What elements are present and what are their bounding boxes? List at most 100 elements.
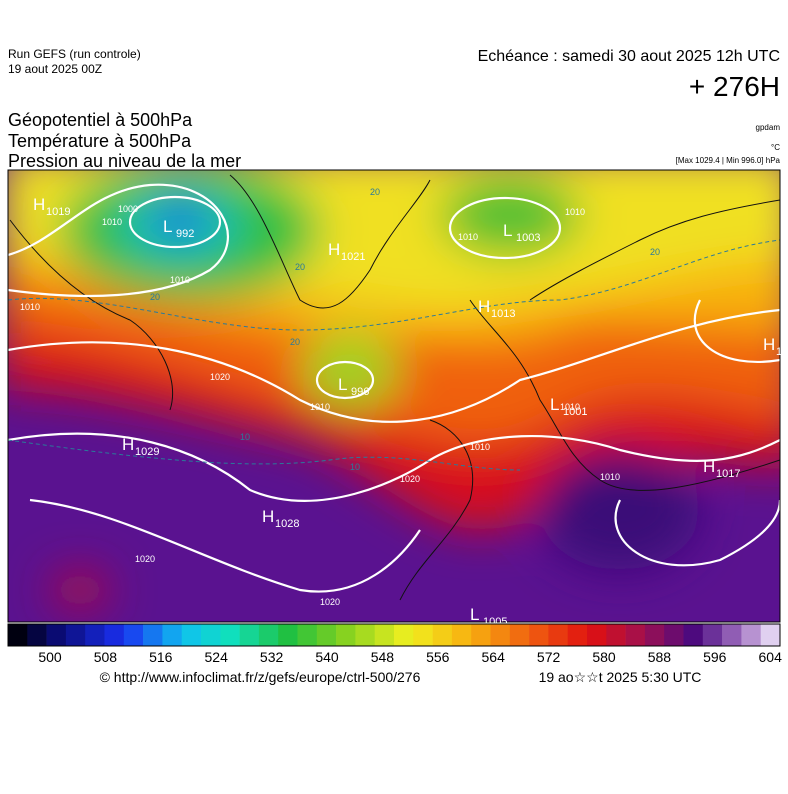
center-letter: L (163, 217, 172, 236)
run-label: Run GEFS (run controle) (8, 47, 141, 61)
center-letter: H (763, 335, 775, 354)
isobar-label: 1010 (20, 302, 40, 312)
center-value: 1017 (716, 468, 740, 480)
colorbar-label: 588 (648, 649, 672, 665)
colorbar-label: 524 (205, 649, 229, 665)
colorbar-swatch (529, 624, 549, 646)
temperature-label: 20 (370, 187, 380, 197)
colorbar-swatch (606, 624, 626, 646)
colorbar-swatch (123, 624, 144, 646)
footer-timestamp: 19 ao☆☆t 2025 5:30 UTC (539, 669, 702, 685)
colorbar-label: 548 (371, 649, 395, 665)
center-value: 992 (176, 228, 194, 240)
colorbar-swatch (65, 624, 86, 646)
colorbar-swatch (46, 624, 67, 646)
colorbar-swatch (143, 624, 163, 646)
colorbar-swatch (278, 624, 298, 646)
center-value: 1021 (341, 251, 365, 263)
isobar-label: 1020 (320, 597, 340, 607)
colorbar-swatch (181, 624, 202, 646)
center-letter: H (478, 297, 490, 316)
colorbar-swatch (239, 624, 260, 646)
colorbar-swatch (297, 624, 318, 646)
colorbar-swatch (509, 624, 530, 646)
field-label: Pression au niveau de la mer (8, 151, 241, 171)
colorbar-swatch (490, 624, 511, 646)
colorbar-swatch (587, 624, 607, 646)
colorbar-swatch (394, 624, 414, 646)
temperature-label: 20 (150, 292, 160, 302)
colorbar-label: 532 (260, 649, 284, 665)
isobar-label: 1010 (102, 217, 122, 227)
colorbar-swatch (104, 624, 125, 646)
colorbar-swatch (471, 624, 491, 646)
colorbar-swatch (336, 624, 356, 646)
center-value: 1020 (776, 346, 788, 358)
isobar-label: 1010 (600, 472, 620, 482)
isobar-label: 1010 (565, 207, 585, 217)
isobar-label: 1010 (470, 442, 490, 452)
temperature-label: 10 (350, 462, 360, 472)
echeance: Echéance : samedi 30 aout 2025 12h UTC (478, 48, 780, 65)
colorbar-label: 516 (149, 649, 173, 665)
center-letter: L (503, 221, 512, 240)
center-value: 1029 (135, 446, 159, 458)
center-letter: H (262, 507, 274, 526)
colorbar-label: 540 (315, 649, 339, 665)
colorbar-frame (7, 623, 781, 647)
center-value: 1019 (46, 206, 70, 218)
colorbar-swatch (741, 624, 761, 646)
run-date: 19 aout 2025 00Z (8, 62, 102, 76)
colorbar-label: 564 (482, 649, 506, 665)
center-value: 1003 (516, 232, 540, 244)
colorbar-swatch (548, 624, 568, 646)
center-letter: H (703, 457, 715, 476)
temperature-label: 20 (290, 337, 300, 347)
isobar-label: 1000 (118, 204, 138, 214)
lead-time: + 276H (689, 71, 780, 102)
colorbar-swatch (258, 624, 279, 646)
footer-url: © http://www.infoclimat.fr/z/gefs/europe… (100, 669, 421, 685)
colorbar-swatch (432, 624, 453, 646)
center-value: 1013 (491, 308, 515, 320)
colorbar-swatch (567, 624, 588, 646)
colorbar-swatch (220, 624, 240, 646)
range-label: [Max 1029.4 | Min 996.0] hPa (676, 156, 781, 165)
colorbar-label: 508 (94, 649, 118, 665)
center-letter: H (122, 435, 134, 454)
center-value: 1001 (563, 406, 587, 418)
colorbar-label: 556 (426, 649, 450, 665)
isobar-label: 1010 (458, 232, 478, 242)
isobar-label: 1020 (400, 474, 420, 484)
colorbar-swatch (451, 624, 472, 646)
colorbar-swatch (374, 624, 395, 646)
isobar-label: 1020 (135, 554, 155, 564)
colorbar-swatch (8, 624, 28, 646)
unit-label: gpdam (756, 123, 781, 132)
colorbar-swatch (413, 624, 433, 646)
colorbar-label: 580 (592, 649, 616, 665)
colorbar-label: 604 (759, 649, 783, 665)
center-letter: L (550, 395, 559, 414)
temperature-label: 20 (650, 247, 660, 257)
colorbar-swatch (644, 624, 665, 646)
unit-label: °C (771, 143, 780, 152)
center-letter: H (328, 240, 340, 259)
center-value: 996 (351, 386, 369, 398)
colorbar-swatch (625, 624, 646, 646)
colorbar-swatch (760, 624, 781, 646)
temperature-label: 20 (295, 262, 305, 272)
center-letter: H (33, 195, 45, 214)
colorbar-swatch (316, 624, 337, 646)
isobar-label: 1010 (310, 402, 330, 412)
map-frame (7, 169, 781, 623)
colorbar-swatch (722, 624, 742, 646)
center-letter: L (470, 605, 479, 624)
colorbar-swatch (702, 624, 723, 646)
isobar-label: 1010 (560, 402, 580, 412)
colorbar-swatch (355, 624, 375, 646)
colorbar-label: 572 (537, 649, 561, 665)
colorbar-swatch (683, 624, 704, 646)
colorbar-swatch (201, 624, 221, 646)
